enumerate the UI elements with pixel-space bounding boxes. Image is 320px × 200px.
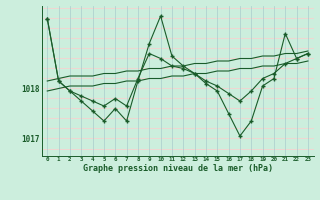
- X-axis label: Graphe pression niveau de la mer (hPa): Graphe pression niveau de la mer (hPa): [83, 164, 273, 173]
